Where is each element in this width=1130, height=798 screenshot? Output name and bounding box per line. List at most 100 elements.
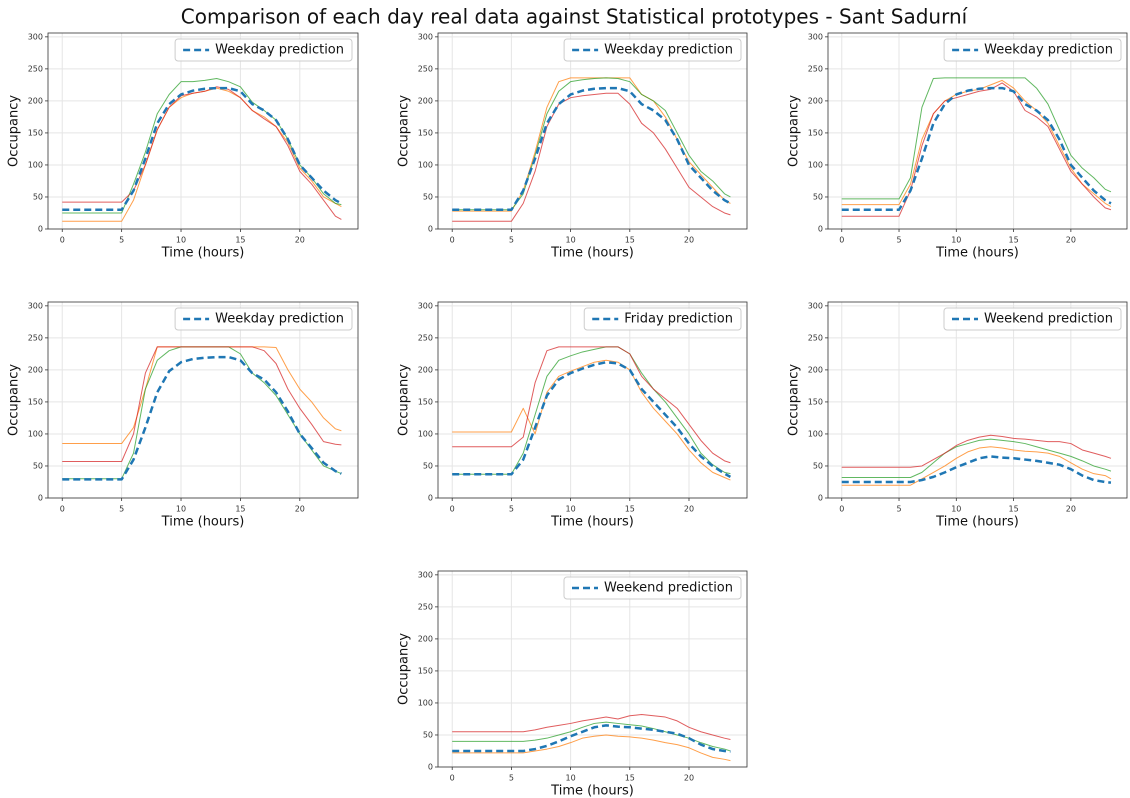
- x-axis-label: Time (hours): [161, 515, 245, 530]
- y-tick-label: 0: [38, 225, 43, 234]
- y-tick-label: 50: [423, 461, 433, 470]
- y-tick-label: 50: [33, 461, 43, 470]
- legend: Friday prediction: [583, 307, 742, 331]
- data-line: [452, 713, 731, 740]
- legend-label: Weekday prediction: [215, 312, 344, 327]
- y-tick-label: 300: [808, 32, 823, 41]
- legend-label: Weekday prediction: [984, 43, 1113, 58]
- y-tick-label: 200: [418, 96, 433, 105]
- legend: Weekend prediction: [563, 576, 742, 600]
- x-tick-label: 5: [119, 236, 124, 245]
- x-tick-label: 20: [295, 236, 305, 245]
- y-tick-label: 100: [28, 429, 43, 438]
- x-tick-label: 15: [625, 505, 635, 514]
- y-tick-label: 250: [808, 333, 823, 342]
- x-tick-label: 5: [896, 505, 901, 514]
- data-line: [452, 346, 731, 464]
- x-tick-label: 10: [176, 236, 186, 245]
- y-tick-label: 150: [418, 666, 433, 675]
- y-tick-label: 0: [428, 225, 433, 234]
- y-tick-label: 150: [808, 397, 823, 406]
- x-axis-label: Time (hours): [550, 246, 634, 261]
- data-line: [841, 438, 1112, 478]
- x-tick-label: 15: [625, 236, 635, 245]
- plot-frame: [437, 301, 748, 499]
- y-tick-label: 50: [33, 192, 43, 201]
- x-axis-label: Time (hours): [550, 784, 634, 798]
- data-line: [841, 82, 1112, 217]
- y-tick-label: 100: [418, 429, 433, 438]
- y-tick-label: 0: [38, 494, 43, 503]
- subplot: 0 50 100 150 200 250 300 0 5 10 15 20 Time (hours) Oc…: [397, 301, 748, 530]
- legend-frame: [174, 38, 353, 62]
- x-axis-label: Time (hours): [550, 515, 634, 530]
- x-tick-label: 20: [684, 236, 694, 245]
- x-tick-label: 10: [566, 774, 576, 783]
- subplot: 0 50 100 150 200 250 300 0 5 10 15 20 Time (hours) Oc…: [787, 301, 1128, 530]
- subplot: 0 50 100 150 200 250 300 0 5 10 15 20 Time (hours) Oc…: [7, 301, 359, 530]
- x-tick-label: 5: [896, 236, 901, 245]
- x-axis-label: Time (hours): [935, 515, 1019, 530]
- y-tick-label: 200: [808, 365, 823, 374]
- x-axis-label: Time (hours): [161, 246, 245, 261]
- x-tick-label: 10: [566, 236, 576, 245]
- x-tick-label: 10: [176, 505, 186, 514]
- y-tick-label: 50: [423, 192, 433, 201]
- x-tick-label: 10: [951, 236, 961, 245]
- legend-label: Weekday prediction: [215, 43, 344, 58]
- x-tick-label: 5: [119, 505, 124, 514]
- prediction-line: [62, 355, 342, 481]
- y-tick-label: 0: [428, 494, 433, 503]
- y-tick-label: 300: [28, 301, 43, 310]
- x-tick-label: 5: [509, 236, 514, 245]
- plot-frame: [47, 301, 359, 499]
- y-axis-label: Occupancy: [397, 633, 412, 705]
- plot-frame: [47, 32, 359, 230]
- x-tick-label: 10: [566, 505, 576, 514]
- y-tick-label: 300: [418, 32, 433, 41]
- subplot: 0 50 100 150 200 250 300 0 5 10 15 20 Time (hours) Oc…: [787, 32, 1128, 261]
- y-tick-label: 100: [28, 160, 43, 169]
- x-tick-label: 0: [60, 505, 65, 514]
- subplot: 0 50 100 150 200 250 300 0 5 10 15 20 Time (hours) Oc…: [397, 570, 748, 798]
- legend: Weekday prediction: [563, 38, 742, 62]
- x-axis-label: Time (hours): [935, 246, 1019, 261]
- x-tick-label: 20: [684, 774, 694, 783]
- y-tick-label: 250: [418, 602, 433, 611]
- x-tick-label: 0: [450, 236, 455, 245]
- subplot: 0 50 100 150 200 250 300 0 5 10 15 20 Time (hours) Oc…: [7, 32, 359, 261]
- y-tick-label: 300: [418, 301, 433, 310]
- y-tick-label: 0: [428, 763, 433, 772]
- y-tick-label: 300: [28, 32, 43, 41]
- data-line: [452, 77, 731, 212]
- legend-frame: [174, 307, 353, 331]
- prediction-line: [452, 86, 732, 212]
- legend-frame: [563, 576, 742, 600]
- y-tick-label: 200: [808, 96, 823, 105]
- x-tick-label: 0: [450, 774, 455, 783]
- data-line: [452, 734, 731, 762]
- plot-frame: [437, 570, 748, 768]
- y-tick-label: 150: [808, 128, 823, 137]
- y-tick-label: 100: [418, 160, 433, 169]
- y-tick-label: 200: [28, 96, 43, 105]
- y-tick-label: 100: [808, 160, 823, 169]
- y-tick-label: 150: [418, 128, 433, 137]
- legend-label: Friday prediction: [624, 312, 733, 327]
- y-tick-label: 100: [808, 429, 823, 438]
- y-tick-label: 150: [28, 397, 43, 406]
- legend-frame: [563, 38, 742, 62]
- x-tick-label: 0: [839, 236, 844, 245]
- y-tick-label: 200: [418, 365, 433, 374]
- x-tick-label: 15: [625, 774, 635, 783]
- plot-frame: [827, 32, 1128, 230]
- legend: Weekday prediction: [174, 38, 353, 62]
- x-tick-label: 5: [509, 505, 514, 514]
- data-line: [62, 346, 342, 462]
- y-tick-label: 300: [418, 570, 433, 579]
- y-tick-label: 50: [813, 192, 823, 201]
- y-axis-label: Occupancy: [787, 364, 802, 436]
- x-tick-label: 0: [60, 236, 65, 245]
- figure-title: Comparison of each day real data against…: [181, 5, 969, 29]
- y-axis-label: Occupancy: [7, 95, 22, 167]
